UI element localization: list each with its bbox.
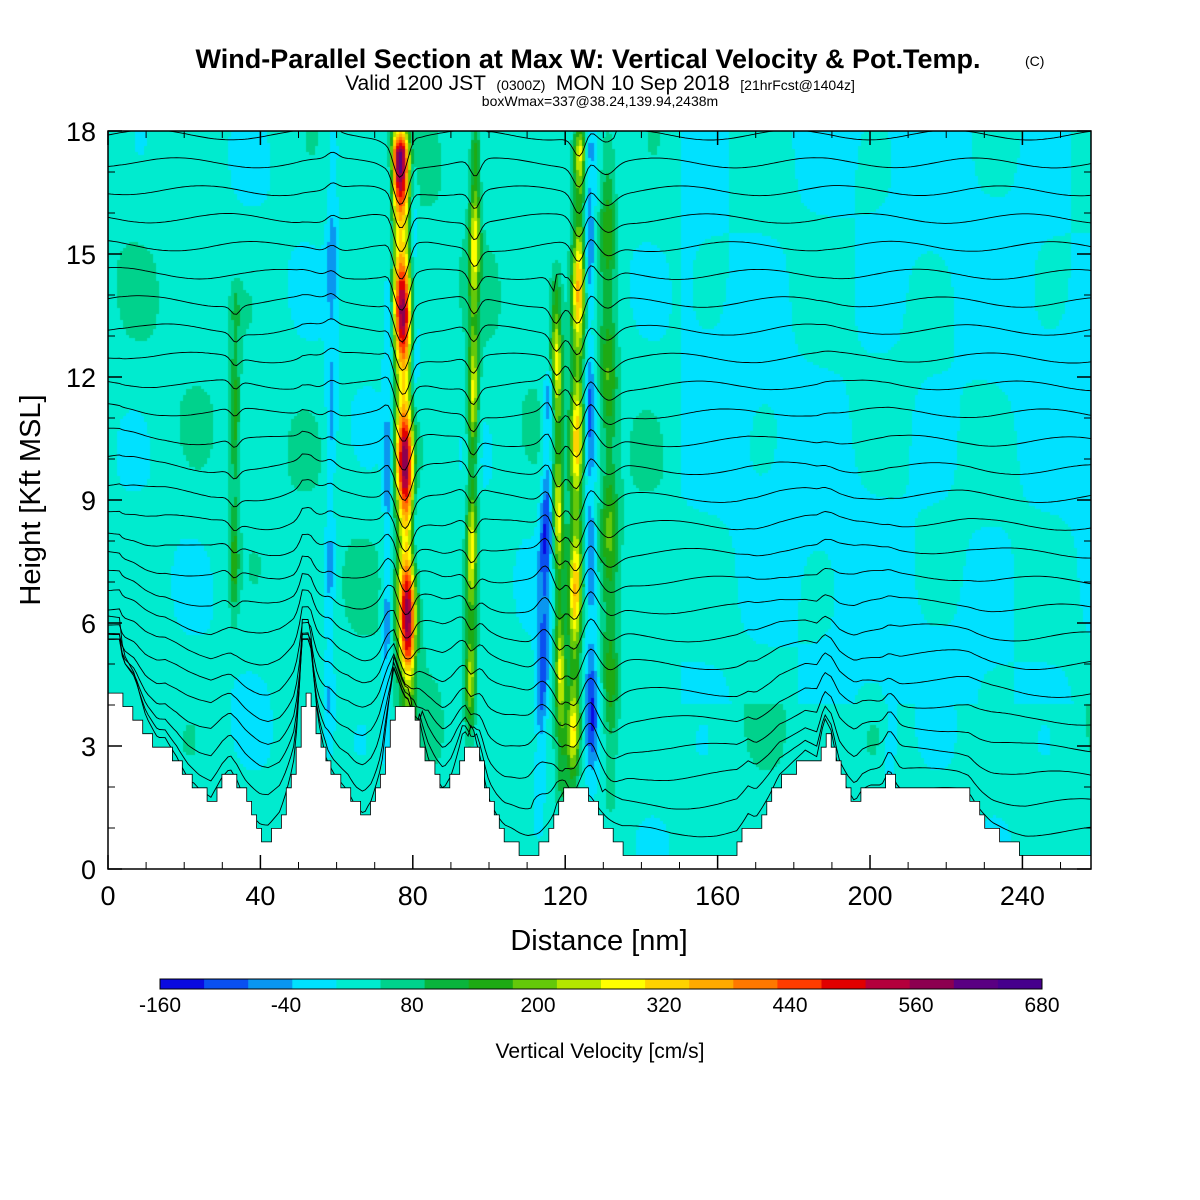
theta-contour: [108, 318, 1091, 371]
colorbar-frame: [159, 978, 1043, 990]
chart-title: Wind-Parallel Section at Max W: Vertical…: [196, 44, 981, 74]
colorbar-swatch: [468, 979, 514, 989]
y-axis: 0 3 6 9 12 15 18: [66, 117, 1091, 885]
theta-contour: [108, 238, 1091, 280]
y-tick-label: 15: [66, 240, 96, 270]
theta-contour: [108, 569, 1091, 620]
colorbar-swatch: [777, 979, 822, 989]
theta-contour: [108, 638, 1091, 760]
colorbar-swatch: [204, 979, 249, 989]
colorbar-tick-label: 80: [400, 994, 423, 1017]
theta-contour: [108, 402, 1091, 442]
y-tick-label: 12: [66, 363, 96, 393]
colorbar-swatch: [909, 979, 955, 989]
theta-contour: [108, 532, 1091, 573]
x-tick-label: 40: [245, 881, 275, 911]
theta-contour: [108, 265, 1091, 311]
theta-contour: [108, 507, 1091, 553]
title-mark: (C): [1025, 53, 1044, 69]
colorbar: -160 -40 80 200 320 440 560 680: [139, 978, 1060, 1017]
colorbar-swatch: [380, 979, 425, 989]
theta-contour: [108, 151, 1091, 205]
colorbar-swatch: [953, 979, 999, 989]
colorbar-swatch: [865, 979, 911, 989]
subtitle-date: MON 10 Sep 2018: [556, 72, 730, 95]
colorbar-swatch: [556, 979, 602, 989]
theta-contour: [108, 212, 1091, 252]
y-tick-label: 0: [81, 855, 96, 885]
theta-contour: [108, 633, 1091, 733]
y-tick-label: 9: [81, 486, 96, 516]
y-tick-label: 18: [66, 117, 96, 147]
vertical-velocity-field: [108, 131, 1091, 869]
colorbar-swatch: [689, 979, 734, 989]
colorbar-tick-label: 440: [772, 994, 807, 1017]
colorbar-swatch: [292, 979, 337, 989]
terrain: [108, 692, 1091, 869]
x-axis: 0 40 80 120 160 200 240: [100, 131, 1062, 911]
theta-contour: [108, 182, 1091, 229]
colorbar-label: Vertical Velocity [cm/s]: [496, 1040, 705, 1063]
x-tick-label: 240: [1000, 881, 1045, 911]
colorbar-swatch: [645, 979, 690, 989]
plot-area: [108, 131, 1091, 869]
colorbar-tick-label: -160: [139, 994, 181, 1017]
subtitle-zulu: (0300Z): [496, 77, 545, 93]
y-tick-label: 6: [81, 609, 96, 639]
colorbar-swatch: [997, 979, 1043, 989]
theta-contour: [108, 293, 1091, 343]
theta-contour: [108, 621, 1091, 707]
colorbar-swatch: [821, 979, 866, 989]
terrain-mask: [108, 692, 1091, 869]
y-tick-label: 3: [81, 732, 96, 762]
colorbar-swatch: [248, 979, 293, 989]
subtitle-valid: Valid 1200 JST: [345, 72, 486, 95]
colorbar-swatch: [424, 979, 470, 989]
x-tick-label: 200: [847, 881, 892, 911]
colorbar-swatch: [601, 979, 646, 989]
theta-contour: [108, 589, 1091, 651]
colorbar-swatch: [733, 979, 778, 989]
theta-contour: [108, 131, 1091, 178]
theta-contour: [108, 638, 1091, 783]
theta-contour: [108, 551, 1091, 594]
y-axis-label: Height [Kft MSL]: [15, 394, 47, 605]
x-tick-label: 0: [100, 881, 115, 911]
colorbar-swatch: [336, 979, 381, 989]
subtitle-forecast: [21hrFcst@1404z]: [740, 77, 855, 93]
theta-contour: [108, 453, 1091, 502]
colorbar-tick-label: -40: [271, 994, 301, 1017]
theta-contour: [108, 632, 1091, 810]
potential-temperature-contours: [108, 131, 1091, 838]
x-tick-label: 120: [543, 881, 588, 911]
x-tick-label: 80: [398, 881, 428, 911]
colorbar-tick-label: 320: [646, 994, 681, 1017]
colorbar-tick-label: 680: [1024, 994, 1059, 1017]
velocity-shading: [108, 131, 1091, 869]
theta-contour: [108, 347, 1091, 395]
x-axis-label: Distance [nm]: [510, 925, 687, 957]
theta-contour: [108, 374, 1091, 417]
theta-contour: [108, 427, 1091, 471]
theta-contour: [108, 606, 1091, 680]
colorbar-swatch: [512, 979, 558, 989]
colorbar-swatch: [160, 979, 205, 989]
colorbar-tick-label: 560: [898, 994, 933, 1017]
theta-contour: [108, 479, 1091, 530]
chart-subtitle-2: boxWmax=337@38.24,139.94,2438m: [482, 93, 718, 109]
colorbar-tick-label: 200: [520, 994, 555, 1017]
x-tick-label: 160: [695, 881, 740, 911]
chart-subtitle: Valid 1200 JST (0300Z) MON 10 Sep 2018 […: [345, 72, 855, 95]
